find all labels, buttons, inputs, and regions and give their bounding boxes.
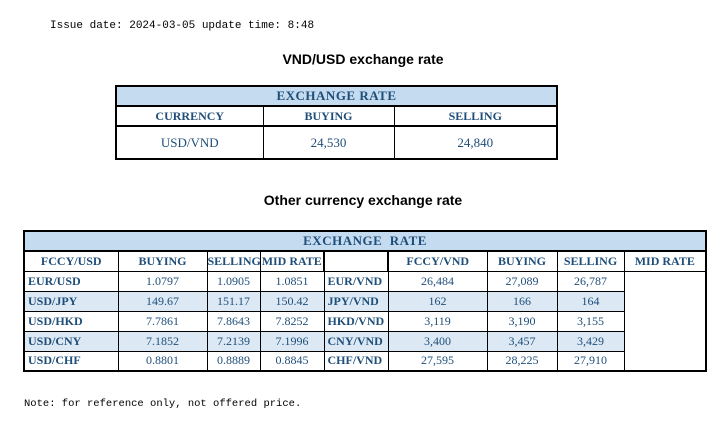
currency-pair-cell: JPY/VND bbox=[323, 290, 389, 312]
rate-cell: 0.8801 bbox=[117, 350, 208, 372]
rate-cell: 3,457 bbox=[486, 330, 558, 352]
rate-cell: 3,429 bbox=[556, 330, 625, 352]
table-band-row: EXCHANGE RATE bbox=[22, 230, 708, 252]
table-row: USD/JPY 149.67 151.17 150.42 JPY/VND 162 166 16… bbox=[23, 290, 706, 312]
rate-cell: 151.17 bbox=[206, 290, 261, 312]
currency-pair-cell: EUR/USD bbox=[23, 270, 119, 292]
column-header-buying: BUYING bbox=[486, 250, 558, 272]
rate-cell: 27,910 bbox=[556, 350, 625, 372]
column-header-mid-rate: MID RATE bbox=[623, 250, 707, 272]
rate-cell: 24,840 bbox=[393, 125, 558, 160]
rate-cell: 28,225 bbox=[486, 350, 558, 372]
table-band-row: EXCHANGE RATE bbox=[114, 85, 559, 107]
currency-pair-cell: HKD/VND bbox=[323, 310, 389, 332]
currency-pair-cell: USD/HKD bbox=[23, 310, 119, 332]
rate-cell: 1.0905 bbox=[206, 270, 261, 292]
usd-table-title: VND/USD exchange rate bbox=[282, 51, 444, 67]
rate-cell: 150.42 bbox=[259, 290, 325, 312]
rate-cell: 166 bbox=[486, 290, 558, 312]
table-row: USD/VND 24,530 24,840 bbox=[115, 125, 558, 160]
currency-pair-cell: USD/CHF bbox=[23, 350, 119, 372]
column-header-buying: BUYING bbox=[117, 250, 208, 272]
rate-cell: 164 bbox=[556, 290, 625, 312]
currency-pair-cell: USD/CNY bbox=[23, 330, 119, 352]
rate-cell: 7.1852 bbox=[117, 330, 208, 352]
rate-cell: 3,155 bbox=[556, 310, 625, 332]
other-currency-rate-table: EXCHANGE RATE FCCY/USD BUYING SELLING MI… bbox=[22, 230, 708, 372]
rate-cell: 3,190 bbox=[486, 310, 558, 332]
exchange-rate-band-title: EXCHANGE RATE bbox=[22, 230, 708, 252]
rate-cell: 0.8889 bbox=[206, 350, 261, 372]
column-header-selling: SELLING bbox=[393, 105, 558, 127]
spacer-column bbox=[323, 250, 389, 272]
currency-pair-cell: EUR/VND bbox=[323, 270, 389, 292]
rate-cell: 3,119 bbox=[387, 310, 488, 332]
issue-date-line: Issue date: 2024-03-05 update time: 8:48 bbox=[50, 20, 315, 32]
column-header-row: FCCY/USD BUYING SELLING MID RATE FCCY/VN… bbox=[23, 250, 707, 272]
rate-cell: 27,089 bbox=[486, 270, 558, 292]
column-header-selling: SELLING bbox=[556, 250, 625, 272]
exchange-rate-band-title: EXCHANGE RATE bbox=[114, 85, 559, 107]
column-header-buying: BUYING bbox=[262, 105, 395, 127]
rate-cell: 27,595 bbox=[387, 350, 488, 372]
rate-cell: 26,787 bbox=[556, 270, 625, 292]
table-row: EUR/USD 1.0797 1.0905 1.0851 EUR/VND 26,484 27… bbox=[23, 270, 706, 292]
column-header-mid-rate: MID RATE bbox=[259, 250, 325, 272]
currency-pair-cell: CNY/VND bbox=[323, 330, 389, 352]
rate-cell: 149.67 bbox=[117, 290, 208, 312]
rate-cell: 162 bbox=[387, 290, 488, 312]
rate-cell: 7.8252 bbox=[259, 310, 325, 332]
table-row: USD/HKD 7.7861 7.8643 7.8252 HKD/VND 3,119 3,1… bbox=[23, 310, 706, 332]
rate-cell: 3,400 bbox=[387, 330, 488, 352]
rate-cell: 7.8643 bbox=[206, 310, 261, 332]
table-row: USD/CHF 0.8801 0.8889 0.8845 CHF/VND 27,595 28… bbox=[23, 350, 706, 372]
other-table-title: Other currency exchange rate bbox=[263, 192, 463, 208]
usd-vnd-rate-table: EXCHANGE RATE CURRENCY BUYING SELLING US… bbox=[114, 85, 559, 160]
column-header-fccy-usd: FCCY/USD bbox=[23, 250, 119, 272]
column-header-fccy-vnd: FCCY/VND bbox=[387, 250, 488, 272]
rate-cell: 26,484 bbox=[387, 270, 488, 292]
rate-cell: 24,530 bbox=[262, 125, 395, 160]
rate-cell: 7.1996 bbox=[259, 330, 325, 352]
currency-pair-cell: USD/JPY bbox=[23, 290, 119, 312]
rate-cell: 1.0797 bbox=[117, 270, 208, 292]
rate-cell: 7.7861 bbox=[117, 310, 208, 332]
currency-pair-cell: USD/VND bbox=[115, 125, 264, 160]
currency-pair-cell: CHF/VND bbox=[323, 350, 389, 372]
rate-cell: 7.2139 bbox=[206, 330, 261, 352]
rate-cell: 0.8845 bbox=[259, 350, 325, 372]
table-row: USD/CNY 7.1852 7.2139 7.1996 CNY/VND 3,400 3,4… bbox=[23, 330, 706, 352]
column-header-selling: SELLING bbox=[206, 250, 261, 272]
rate-cell: 1.0851 bbox=[259, 270, 325, 292]
column-header-row: CURRENCY BUYING SELLING bbox=[115, 105, 558, 127]
column-header-currency: CURRENCY bbox=[115, 105, 264, 127]
note-line: Note: for reference only, not offered pr… bbox=[24, 398, 302, 410]
